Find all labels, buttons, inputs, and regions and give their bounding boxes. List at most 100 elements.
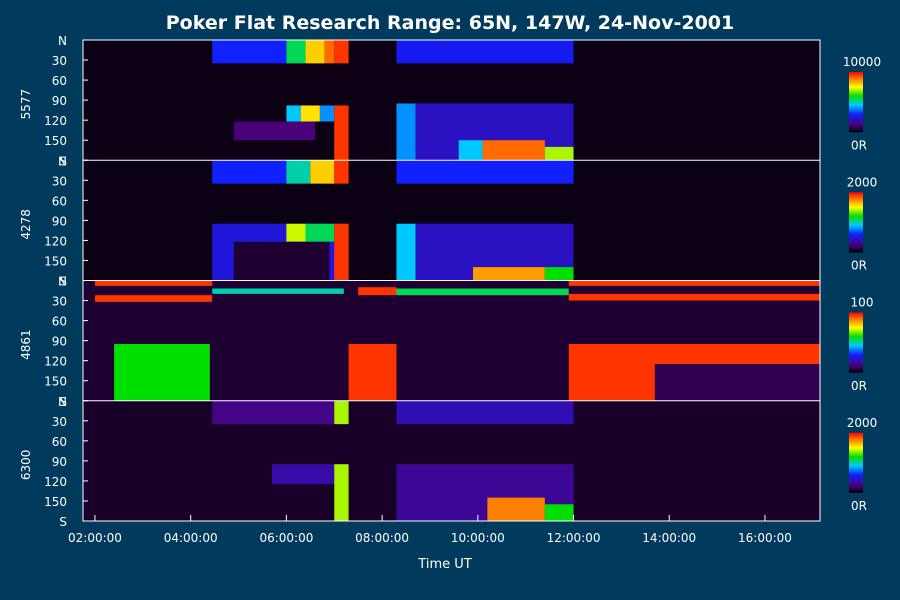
colorbar-4861 [849, 312, 863, 373]
panel-5577-cell-10 [319, 105, 335, 122]
y-tick-label: 60 [52, 74, 67, 88]
panel-4278-cell-8 [305, 223, 335, 242]
panel-4278-cell-5 [396, 160, 574, 184]
x-tick-label: 06:00:00 [259, 531, 313, 545]
y-tick-label: 120 [44, 355, 67, 369]
y-tick-label: 150 [44, 254, 67, 268]
panel-4278-cell-13 [473, 267, 545, 281]
x-tick-label: 14:00:00 [642, 531, 696, 545]
panel-5577-cell-12 [233, 121, 316, 141]
colorbar-min-label: 0R [851, 259, 867, 273]
x-tick-label: 08:00:00 [355, 531, 409, 545]
panel-6300-cell-3 [396, 400, 574, 425]
panel-4278-cell-10 [233, 241, 330, 281]
panel-5577-cell-15 [458, 140, 483, 161]
panel-wavelength-label: 4278 [19, 209, 33, 240]
panel-5577-cell-5 [334, 40, 349, 64]
panel-4861-cell-4 [358, 287, 397, 296]
colorbar-max-label: 2000 [847, 416, 878, 430]
y-tick-label: 60 [52, 194, 67, 208]
y-tick-label: 30 [52, 415, 67, 429]
y-tick-label: 120 [44, 475, 67, 489]
y-tick-label: 90 [52, 94, 67, 108]
panel-4278-cell-9 [334, 223, 349, 281]
panel-4278-cell-1 [212, 160, 287, 184]
panel-5577-cell-11 [334, 105, 349, 161]
y-tick-label: 30 [52, 174, 67, 188]
panel-6300-cell-4 [272, 464, 335, 485]
y-tick-label: S [59, 515, 67, 529]
panel-4278: N 30 60 90 120 150 S 4278 2000 0R [19, 154, 877, 288]
colorbar-min-label: 0R [851, 138, 867, 152]
y-tick-label: N [58, 154, 67, 168]
y-tick-label: 120 [44, 234, 67, 248]
panel-4278-cell-11 [396, 223, 416, 281]
panel-wavelength-label: 5577 [19, 89, 33, 120]
panel-4861-cell-12 [654, 364, 820, 401]
panel-4278-cell-4 [334, 160, 349, 184]
y-tick-label: S [59, 275, 67, 289]
panel-4861-cell-11 [568, 364, 655, 401]
y-tick-label: S [59, 395, 67, 409]
panel-4861-cell-2 [94, 295, 213, 302]
panel-5577-cell-3 [305, 40, 325, 64]
panel-4861-cell-8 [114, 343, 210, 401]
panel-5577-cell-17 [544, 146, 574, 161]
panel-6300-cell-5 [334, 464, 349, 521]
y-tick-label: N [58, 395, 67, 409]
panel-4278-cell-3 [310, 160, 335, 184]
y-tick-label: 30 [52, 295, 67, 309]
colorbar-min-label: 0R [851, 499, 867, 513]
panel-4861-cell-6 [568, 280, 820, 286]
panel-6300-cell-7 [487, 497, 545, 521]
colorbar-max-label: 100 [851, 296, 874, 310]
panel-4861-cell-1 [94, 280, 213, 286]
y-tick-label: 90 [52, 455, 67, 469]
x-axis: 02:00:00 04:00:00 06:00:00 08:00:00 10:00:00… [68, 515, 792, 545]
panel-6300-cell-2 [334, 400, 349, 425]
x-tick-label: 04:00:00 [164, 531, 218, 545]
colorbar-6300 [849, 432, 863, 493]
panel-6300-cell-8 [544, 504, 574, 521]
panel-5577-cell-13 [396, 103, 416, 161]
x-axis-label: Time UT [417, 557, 471, 572]
panel-6300: N 30 60 90 120 150 S 6300 2000 0R [19, 395, 877, 529]
panel-4278-cell-7 [286, 223, 306, 242]
colorbar-5577 [849, 72, 863, 133]
panel-5577-cell-6 [396, 40, 574, 64]
panel-5577-cell-16 [482, 140, 545, 161]
y-tick-label: 150 [44, 134, 67, 148]
panels-layer: N 30 60 90 120 150 S 5577 10000 0R N 30 60 90 120 150 S 4… [19, 34, 881, 529]
panel-5577-cell-4 [324, 40, 335, 64]
colorbar-max-label: 2000 [847, 175, 878, 189]
panel-5577-cell-2 [286, 40, 306, 64]
panel-wavelength-label: 6300 [19, 450, 33, 481]
panel-4861-cell-7 [568, 293, 820, 301]
y-tick-label: 30 [52, 54, 67, 68]
y-tick-label: S [59, 154, 67, 168]
x-tick-label: 10:00:00 [451, 531, 505, 545]
panel-4861: N 30 60 90 120 150 S 4861 100 0R [19, 275, 873, 409]
panel-4861-cell-5 [396, 288, 569, 296]
panel-5577: N 30 60 90 120 150 S 5577 10000 0R [19, 34, 881, 168]
y-tick-label: 90 [52, 214, 67, 228]
colorbar-4278 [849, 192, 863, 253]
colorbar-min-label: 0R [851, 379, 867, 393]
y-tick-label: N [58, 275, 67, 289]
plot-frame [82, 39, 821, 522]
panel-5577-cell-9 [300, 105, 320, 122]
panel-4278-cell-2 [286, 160, 311, 184]
x-tick-label: 02:00:00 [68, 531, 122, 545]
y-tick-label: 60 [52, 315, 67, 329]
panel-5577-cell-8 [286, 105, 301, 122]
panel-5577-cell-1 [212, 40, 287, 64]
panel-4861-cell-3 [212, 288, 344, 294]
panel-wavelength-label: 4861 [19, 329, 33, 360]
y-tick-label: 150 [44, 375, 67, 389]
panel-4278-cell-14 [544, 267, 574, 281]
colorbar-max-label: 10000 [843, 55, 881, 69]
y-tick-label: 90 [52, 335, 67, 349]
panel-4861-cell-10 [568, 343, 820, 365]
y-tick-label: 150 [44, 495, 67, 509]
x-tick-label: 16:00:00 [738, 531, 792, 545]
